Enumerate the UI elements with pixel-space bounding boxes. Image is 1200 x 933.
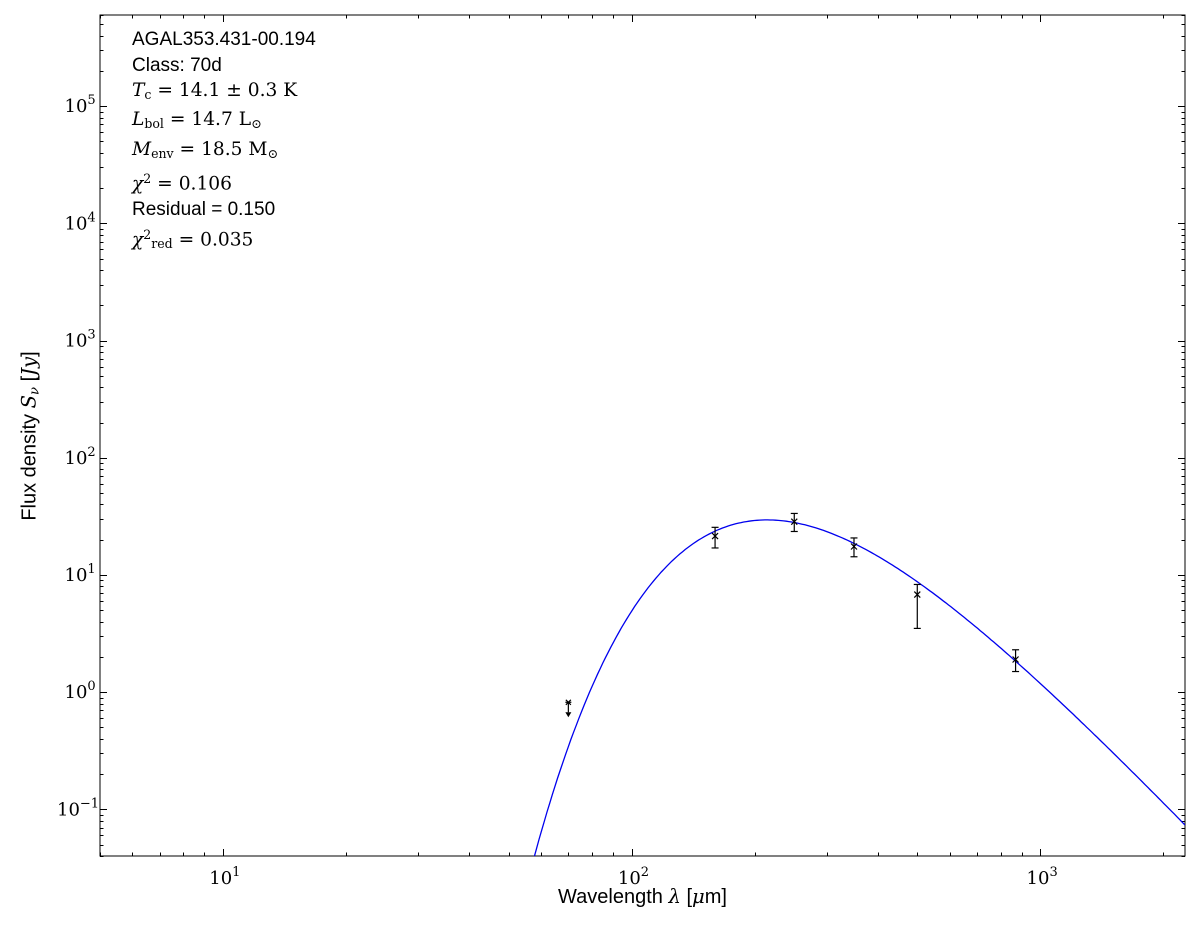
text-segment: 2	[143, 227, 152, 243]
annotation-line: AGAL353.431-00.194	[132, 27, 316, 53]
data-point	[790, 512, 798, 533]
text-segment: [	[680, 886, 693, 908]
text-segment: μ	[692, 885, 705, 908]
text-segment: m]	[704, 886, 727, 908]
y-axis-label: Flux density Sν [Jy]	[18, 351, 43, 520]
text-segment: [	[18, 375, 41, 387]
text-segment: λ	[668, 885, 681, 908]
tick-label: 103	[1027, 865, 1058, 889]
annotation-line: χ2 = 0.106	[132, 166, 316, 197]
text-segment: ⊙	[251, 116, 262, 131]
text-segment: Wavelength	[558, 886, 669, 908]
text-segment: = 18.5 M	[173, 138, 268, 160]
text-segment: = 14.1 ± 0.3 K	[151, 80, 298, 101]
tick-label: 102	[618, 865, 649, 889]
text-segment: ⊙	[267, 145, 278, 161]
text-segment: c	[144, 86, 152, 102]
tick-label: 105	[65, 93, 96, 117]
tick-label: 103	[65, 328, 96, 352]
annotation-line: Tc = 14.1 ± 0.3 K	[132, 78, 316, 107]
annotation-line: Residual = 0.150	[132, 197, 316, 223]
text-segment: ]	[18, 351, 41, 357]
text-segment: 2	[143, 170, 152, 186]
tick-labels: 101 102 103 10−1 100 101 102 103 104 105	[57, 93, 1058, 889]
text-segment: χ	[132, 173, 144, 195]
text-segment: χ	[132, 229, 144, 251]
annotation-line: Class: 70d	[132, 53, 316, 79]
text-segment: S	[17, 394, 41, 409]
text-segment: M	[132, 138, 152, 160]
tick-label: 102	[65, 445, 96, 469]
tick-label: 10−1	[57, 796, 99, 820]
data-point	[850, 537, 858, 558]
data-point	[711, 526, 719, 549]
text-segment: bol	[144, 116, 164, 131]
upper-limit-arrow-icon	[565, 712, 572, 718]
data-point	[1012, 649, 1020, 673]
tick-label: 100	[65, 679, 96, 703]
text-segment: env	[151, 145, 174, 161]
x-axis-label: Wavelength λ [μm]	[100, 885, 1185, 909]
data-point	[565, 699, 572, 718]
tick-label: 101	[209, 865, 240, 889]
text-segment: Jy	[17, 356, 41, 376]
text-segment: Class: 70d	[132, 54, 222, 76]
source-info-annotation: AGAL353.431-00.194 Class: 70d Tc = 14.1 ± …	[132, 27, 316, 257]
plot-frame	[99, 14, 1186, 857]
fit-curve	[533, 519, 1185, 856]
tick-label: 104	[65, 210, 96, 234]
text-segment: AGAL353.431-00.194	[132, 29, 316, 50]
annotation-line: χ2red = 0.035	[132, 222, 316, 257]
text-segment: ν	[27, 386, 43, 395]
data-point	[913, 583, 921, 630]
text-segment: T	[132, 80, 145, 101]
text-segment: red	[151, 236, 173, 252]
text-segment: Residual = 0.150	[132, 198, 276, 220]
tick-label: 101	[65, 562, 96, 586]
photometry-points	[565, 512, 1020, 718]
annotation-line: Lbol = 14.7 L⊙	[132, 107, 316, 136]
annotation-line: Menv = 18.5 M⊙	[132, 137, 316, 166]
text-segment: = 0.035	[172, 229, 254, 251]
text-segment: = 14.7 L	[163, 109, 252, 131]
text-segment: L	[132, 109, 145, 131]
text-segment: Flux density	[18, 408, 41, 521]
text-segment: = 0.106	[151, 173, 232, 195]
